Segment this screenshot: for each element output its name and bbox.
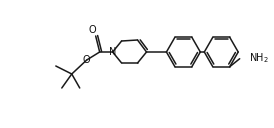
Text: O: O [89,25,96,35]
Text: NH$_2$: NH$_2$ [249,51,269,65]
Text: N: N [109,47,116,57]
Text: O: O [83,55,90,65]
